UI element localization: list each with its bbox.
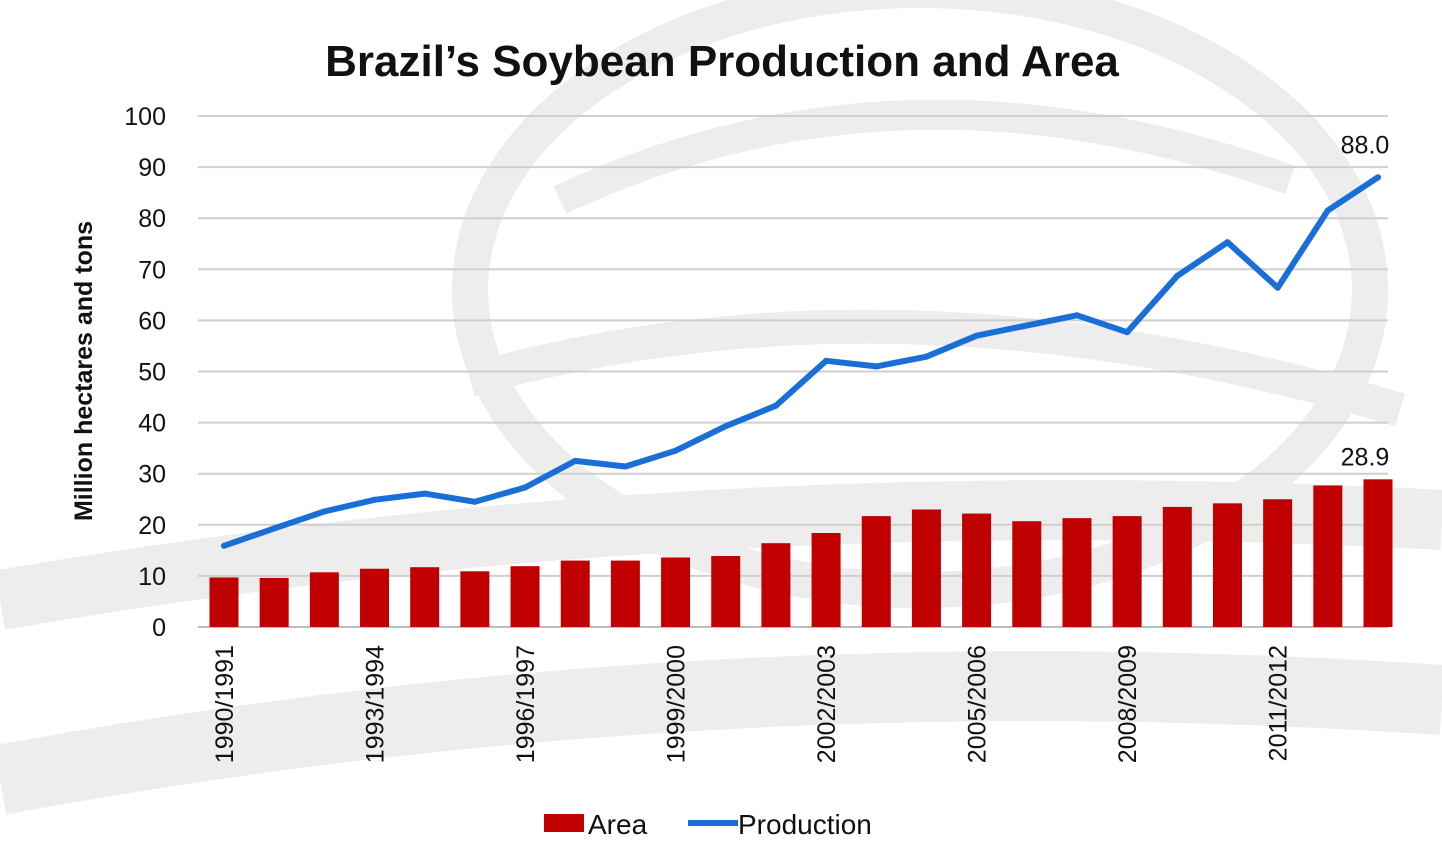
- y-tick-label-80: 80: [138, 205, 166, 233]
- x-tick-label-2005-2006: 2005/2006: [964, 645, 992, 763]
- production-point-19: [1174, 272, 1181, 279]
- production-point-17: [1073, 312, 1080, 319]
- production-line: [221, 174, 1381, 549]
- area-bar-21: [1263, 499, 1293, 627]
- area-bar-19: [1162, 506, 1192, 627]
- y-axis-ticks: 0 10 20 30 40 50 60 70 80 90 100: [124, 103, 166, 642]
- legend-label-production: Production: [738, 809, 872, 840]
- area-bar-10: [711, 555, 741, 627]
- area-bar-11: [761, 543, 791, 627]
- data-label-area: 28.9: [1341, 443, 1390, 471]
- area-bar-20: [1212, 503, 1242, 627]
- y-tick-label-40: 40: [138, 410, 166, 438]
- y-tick-label-10: 10: [138, 563, 166, 591]
- production-point-7: [572, 457, 579, 464]
- y-tick-label-50: 50: [138, 359, 166, 387]
- y-tick-label-70: 70: [138, 256, 166, 284]
- production-point-12: [823, 357, 830, 364]
- y-tick-label-0: 0: [152, 614, 166, 642]
- y-tick-label-20: 20: [138, 512, 166, 540]
- legend: Area Production: [544, 809, 872, 840]
- x-tick-label-2002-2003: 2002/2003: [813, 645, 841, 763]
- production-point-21: [1274, 284, 1281, 291]
- area-bar-16: [1012, 521, 1042, 627]
- x-tick-label-1999-2000: 1999/2000: [663, 645, 691, 763]
- area-bar-6: [510, 566, 540, 627]
- area-bar-15: [962, 513, 992, 627]
- x-tick-label-1990-1991: 1990/1991: [211, 645, 239, 763]
- legend-label-area: Area: [588, 809, 648, 840]
- production-point-1: [271, 525, 278, 532]
- production-point-23: [1375, 174, 1381, 181]
- area-bar-7: [560, 560, 590, 627]
- production-point-0: [221, 542, 227, 549]
- area-bar-2: [309, 572, 339, 627]
- area-bar-3: [360, 568, 390, 627]
- production-point-22: [1324, 207, 1331, 214]
- y-axis-label: Million hectares and tons: [70, 221, 98, 521]
- area-bar-1: [259, 577, 289, 627]
- area-bar-5: [460, 571, 490, 627]
- production-point-9: [672, 447, 679, 454]
- production-point-10: [722, 423, 729, 430]
- production-point-3: [371, 496, 378, 503]
- production-point-14: [923, 353, 930, 360]
- x-tick-label-1996-1997: 1996/1997: [512, 645, 540, 763]
- area-bar-22: [1313, 485, 1343, 627]
- production-point-16: [1023, 322, 1030, 329]
- area-bar-0: [209, 577, 239, 627]
- production-point-8: [622, 463, 629, 470]
- production-point-5: [471, 498, 478, 505]
- area-bars: [209, 479, 1393, 627]
- production-point-13: [873, 363, 880, 370]
- x-tick-label-2011-2012: 2011/2012: [1265, 645, 1293, 761]
- area-bar-12: [811, 532, 841, 627]
- production-line-path: [221, 174, 1381, 549]
- area-bar-13: [861, 516, 891, 627]
- y-tick-label-100: 100: [124, 103, 166, 131]
- production-point-6: [522, 484, 529, 491]
- y-tick-label-60: 60: [138, 307, 166, 335]
- area-bar-9: [661, 557, 691, 627]
- production-point-18: [1124, 329, 1131, 336]
- production-point-2: [321, 508, 328, 515]
- data-label-production: 88.0: [1341, 131, 1390, 159]
- production-point-15: [973, 332, 980, 339]
- production-point-20: [1224, 239, 1231, 246]
- chart-title: Brazil’s Soybean Production and Area: [325, 37, 1119, 86]
- area-bar-23: [1363, 479, 1393, 627]
- area-bar-4: [410, 567, 440, 627]
- production-point-11: [772, 402, 779, 409]
- production-point-4: [421, 490, 428, 497]
- x-tick-label-2008-2009: 2008/2009: [1114, 645, 1142, 763]
- area-bar-17: [1062, 518, 1092, 627]
- area-bar-18: [1112, 516, 1142, 627]
- y-tick-label-90: 90: [138, 154, 166, 182]
- area-bar-14: [911, 509, 941, 627]
- data-labels: 88.0 28.9: [1341, 131, 1390, 471]
- area-bar-8: [610, 560, 640, 627]
- x-axis-ticks: 1990/1991 1993/1994 1996/1997 1999/2000 2002…: [211, 645, 1293, 763]
- y-tick-label-30: 30: [138, 461, 166, 489]
- legend-swatch-area: [544, 814, 584, 832]
- x-tick-label-1993-1994: 1993/1994: [362, 645, 390, 763]
